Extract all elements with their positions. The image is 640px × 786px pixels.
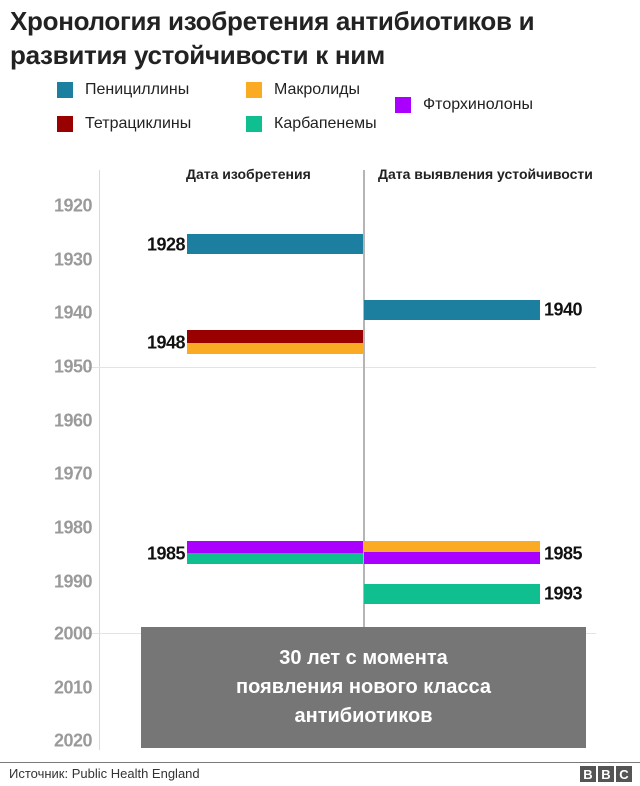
column-header-resistance: Дата выявления устойчивости <box>378 166 593 182</box>
y-tick: 1970 <box>53 463 93 484</box>
legend-label: Пенициллины <box>85 81 190 98</box>
y-tick: 2020 <box>53 730 93 751</box>
y-tick: 1940 <box>53 302 93 323</box>
legend-swatch-carbapenems <box>246 116 262 132</box>
legend-label: Макролиды <box>274 81 360 98</box>
center-divider <box>363 170 365 635</box>
bbc-logo: B B C <box>580 766 632 782</box>
gridline-1950 <box>88 367 596 368</box>
bar-carbapenems-resistance <box>364 584 540 604</box>
legend-swatch-tetracyclines <box>57 116 73 132</box>
legend-item-macrolides: Макролиды <box>246 80 360 100</box>
y-tick: 1930 <box>53 249 93 270</box>
bar-macrolides-resistance <box>364 541 540 552</box>
value-label: 1948 <box>146 332 186 353</box>
annotation-box: 30 лет с момента появления нового класса… <box>141 627 586 748</box>
legend-item-tetracyclines: Тетрациклины <box>57 114 191 134</box>
value-label: 1928 <box>146 234 186 255</box>
value-label: 1985 <box>146 543 186 564</box>
y-tick: 1950 <box>53 356 93 377</box>
bar-fluoroquinolones-resistance <box>364 552 540 564</box>
legend-label: Карбапенемы <box>274 115 377 132</box>
bar-penicillins-invented <box>187 234 363 254</box>
bar-penicillins-resistance <box>364 300 540 320</box>
bar-tetracyclines-invented <box>187 330 363 343</box>
bar-macrolides-invented <box>187 343 363 354</box>
bar-carbapenems-invented <box>187 553 363 564</box>
legend-item-fluoroquinolones: Фторхинолоны <box>395 95 533 115</box>
y-tick: 1990 <box>53 571 93 592</box>
y-tick: 1960 <box>53 410 93 431</box>
annotation-text: 30 лет с момента появления нового класса… <box>236 647 491 727</box>
bbc-logo-letter: B <box>598 766 614 782</box>
value-label: 1940 <box>544 299 583 320</box>
source-text: Источник: Public Health England <box>9 766 200 781</box>
y-tick: 1980 <box>53 517 93 538</box>
legend-label: Тетрациклины <box>85 115 192 132</box>
bar-fluoroquinolones-invented <box>187 541 363 553</box>
y-tick: 2010 <box>53 677 93 698</box>
legend-swatch-macrolides <box>246 82 262 98</box>
legend-swatch-fluoroquinolones <box>395 97 411 113</box>
bbc-logo-letter: B <box>580 766 596 782</box>
y-axis-line <box>99 170 100 750</box>
y-tick: 1920 <box>53 195 93 216</box>
legend-swatch-penicillins <box>57 82 73 98</box>
chart-title: Хронология изобретения антибиотиков и ра… <box>10 6 535 70</box>
legend-item-carbapenems: Карбапенемы <box>246 114 377 134</box>
legend-label: Фторхинолоны <box>423 96 533 113</box>
value-label: 1985 <box>544 543 583 564</box>
bbc-logo-letter: C <box>616 766 632 782</box>
y-tick: 2000 <box>53 623 93 644</box>
value-label: 1993 <box>544 583 583 604</box>
footer-divider <box>0 762 640 763</box>
legend-item-penicillins: Пенициллины <box>57 80 189 100</box>
column-header-invention: Дата изобретения <box>186 166 311 182</box>
